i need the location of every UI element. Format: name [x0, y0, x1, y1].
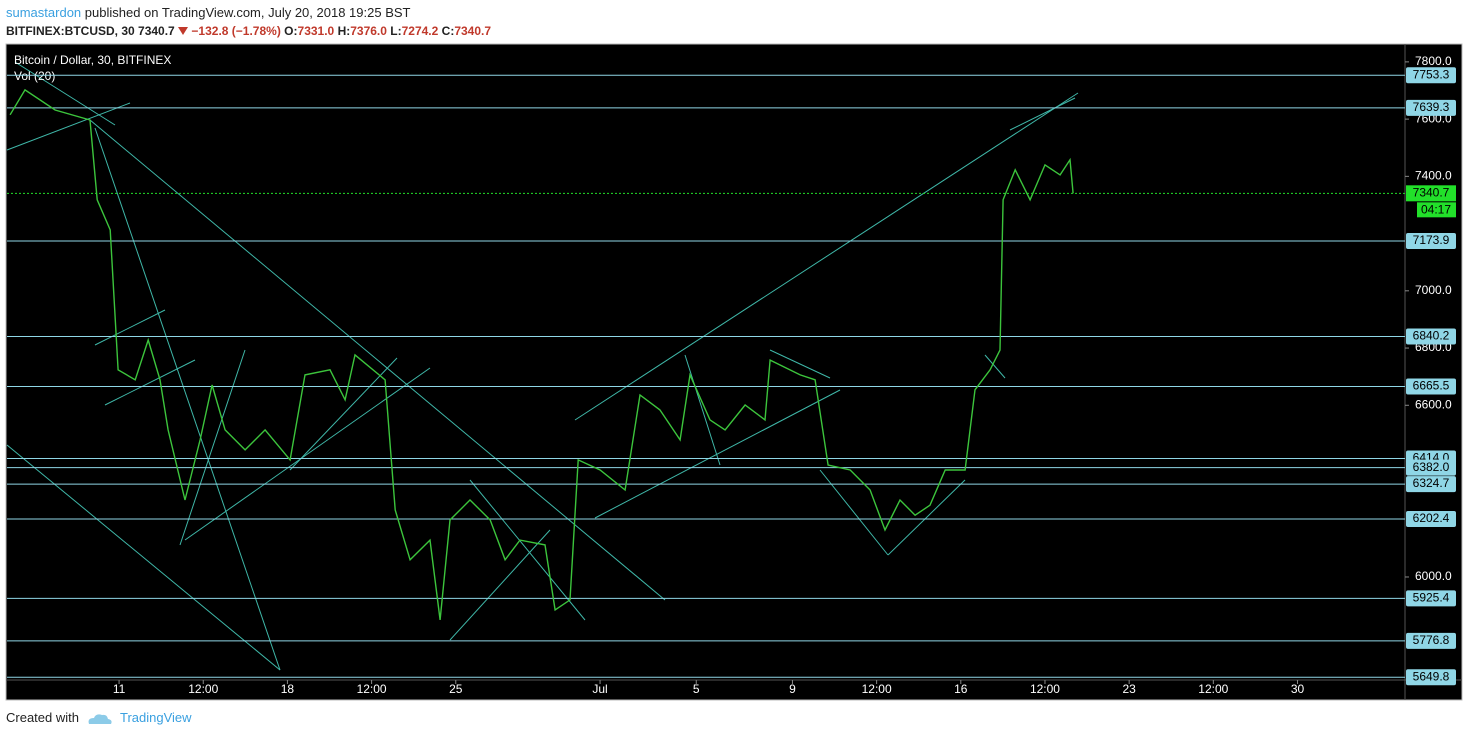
level-box: [1406, 632, 1456, 649]
header: sumastardon published on TradingView.com…: [6, 3, 491, 41]
y-tick-label: 7800.0: [1415, 54, 1452, 68]
level-label: 7173.9: [1413, 233, 1450, 247]
ohlc-value: 7376.0: [350, 24, 387, 38]
x-tick-label: 18: [281, 682, 295, 696]
x-tick-label: 12:00: [188, 682, 218, 696]
ohlc-key: O:: [284, 24, 298, 38]
published: published on TradingView.com, July 20, 2…: [84, 5, 411, 20]
ohlc: O:7331.0 H:7376.0 L:7274.2 C:7340.7: [284, 24, 491, 38]
level-box: [1406, 328, 1456, 345]
level-box: [1406, 590, 1456, 607]
level-box: [1406, 459, 1456, 476]
created-with: Created with: [6, 710, 79, 725]
x-tick-label: 12:00: [357, 682, 387, 696]
level-label: 6382.0: [1413, 460, 1450, 474]
x-tick-label: 11: [113, 682, 126, 696]
logo[interactable]: [87, 712, 113, 726]
indicator-label: Vol (20): [14, 69, 55, 83]
last-price-label: 7340.7: [1413, 185, 1450, 199]
quote-line: BITFINEX:BTCUSD, 30 7340.7 −132.8 (−1.78…: [6, 22, 491, 41]
x-tick-label: 23: [1122, 682, 1136, 696]
author[interactable]: sumastardon: [6, 5, 82, 20]
level-label: 7639.3: [1413, 100, 1450, 114]
level-box: [1406, 511, 1456, 528]
level-label: 5649.8: [1413, 669, 1450, 683]
footer: Created with TradingView: [6, 710, 192, 726]
level-label: 6324.7: [1413, 476, 1450, 490]
x-tick-label: 12:00: [862, 682, 892, 696]
x-tick-label: 25: [449, 682, 463, 696]
y-tick-label: 7000.0: [1415, 283, 1452, 297]
x-tick-label: 16: [954, 682, 968, 696]
price-line: [9, 88, 1074, 620]
y-tick-label: 6600.0: [1415, 397, 1452, 411]
change: −132.8 (−1.78%): [191, 24, 281, 38]
chart-title: Bitcoin / Dollar, 30, BITFINEX: [14, 53, 171, 67]
level-box: [1406, 669, 1456, 686]
countdown-label: 04:17: [1421, 202, 1451, 216]
x-tick-label: 12:00: [1030, 682, 1060, 696]
level-label: 5925.4: [1413, 591, 1450, 605]
level-label: 5776.8: [1413, 633, 1450, 647]
ohlc-key: C:: [441, 24, 455, 38]
level-label: 6202.4: [1413, 511, 1450, 525]
publish-line: sumastardon published on TradingView.com…: [6, 3, 491, 22]
chart-background: [5, 43, 1463, 701]
level-box: [1406, 378, 1456, 395]
last-price-box: [1406, 185, 1456, 202]
level-label: 6665.5: [1413, 379, 1450, 393]
x-tick-label: 5: [693, 682, 700, 696]
ohlc-value: 7331.0: [297, 24, 335, 38]
countdown-box: [1417, 202, 1456, 218]
y-tick-label: 6000.0: [1415, 569, 1452, 583]
level-box: [1406, 99, 1456, 116]
down-arrow: [178, 27, 189, 35]
last: 7340.7: [138, 24, 175, 38]
ohlc-value: 7274.2: [401, 24, 439, 38]
x-tick-label: 30: [1291, 682, 1305, 696]
brand[interactable]: TradingView: [120, 710, 192, 725]
level-box: [1406, 476, 1456, 493]
x-tick-label: 9: [789, 682, 796, 696]
level-label: 6840.2: [1413, 329, 1450, 343]
symbol: BITFINEX:BTCUSD, 30: [6, 24, 135, 38]
level-box: [1406, 67, 1456, 84]
level-label: 7753.3: [1413, 67, 1450, 81]
trend-lines: [6, 61, 1079, 671]
x-tick-label: 12:00: [1198, 682, 1228, 696]
level-box: [1406, 233, 1456, 250]
y-tick-label: 7400.0: [1415, 169, 1452, 183]
ohlc-key: L:: [390, 24, 402, 38]
ohlc-value: 7340.7: [454, 24, 492, 38]
x-tick-label: Jul: [592, 682, 607, 696]
ohlc-key: H:: [337, 24, 351, 38]
